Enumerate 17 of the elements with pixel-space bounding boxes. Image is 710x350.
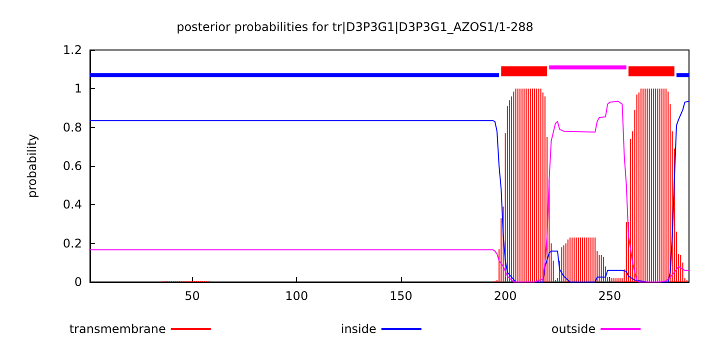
y-tick-label: 0.2 <box>62 236 82 250</box>
y-tick-label: 0.6 <box>62 159 82 173</box>
legend-label: inside <box>340 322 376 336</box>
chart-title: posterior probabilities for tr|D3P3G1|D3P3G1_AZOS1/1-288 <box>176 20 534 34</box>
y-axis-title: probability <box>25 134 39 198</box>
x-tick-label: 250 <box>598 289 622 303</box>
x-tick-label: 150 <box>390 289 412 303</box>
y-tick-label: 0.8 <box>62 120 82 134</box>
y-tick-label: 1 <box>74 82 82 96</box>
y-tick-label: 0.4 <box>62 198 82 212</box>
legend-label: outside <box>551 322 596 336</box>
x-tick-label: 50 <box>184 289 200 303</box>
x-tick-label: 100 <box>285 289 308 303</box>
y-tick-label: 0 <box>74 275 82 289</box>
legend-label: transmembrane <box>69 322 166 336</box>
x-tick-label: 200 <box>494 289 517 303</box>
y-tick-label: 1.2 <box>62 43 82 57</box>
